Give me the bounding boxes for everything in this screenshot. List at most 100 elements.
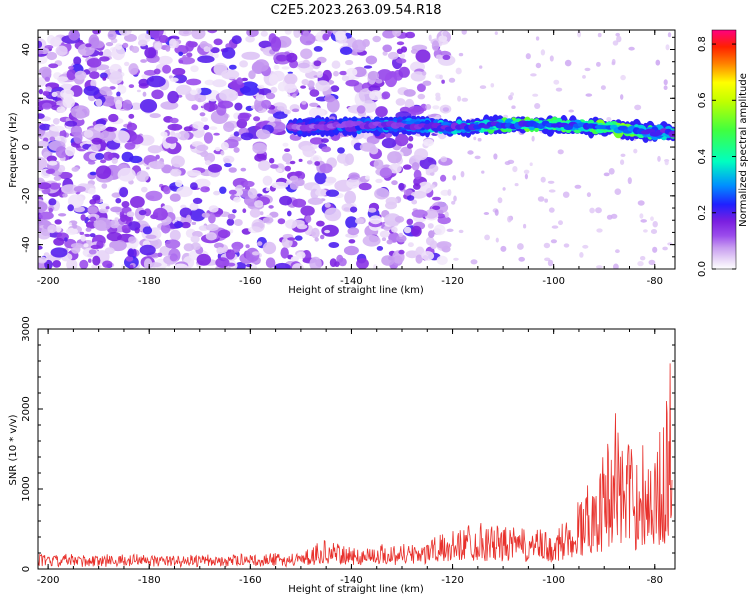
heatmap-noise-blob — [165, 46, 171, 52]
heatmap-noise-blob — [359, 142, 376, 152]
heatmap-noise-blob — [663, 79, 668, 86]
heatmap-noise-blob — [407, 242, 414, 248]
heatmap-noise-blob — [417, 181, 433, 194]
heatmap-noise-blob — [633, 148, 638, 154]
heatmap-noise-blob — [494, 31, 498, 35]
heatmap-noise-blob — [268, 205, 274, 209]
heatmap-noise-blob — [212, 79, 227, 88]
heatmap-noise-blob — [38, 211, 54, 220]
heatmap-noise-blob — [109, 239, 127, 252]
heatmap-noise-blob — [38, 182, 52, 190]
heatmap-noise-blob — [95, 152, 104, 160]
heatmap-noise-blob — [406, 218, 414, 225]
heatmap-noise-blob — [64, 120, 78, 127]
x-tick-label: -80 — [647, 575, 663, 586]
heatmap-noise-blob — [285, 52, 298, 63]
heatmap-noise-blob — [203, 102, 218, 112]
heatmap-noise-blob — [650, 229, 658, 234]
heatmap-noise-blob — [268, 74, 279, 86]
heatmap-noise-blob — [277, 218, 286, 225]
heatmap-noise-blob — [467, 150, 474, 155]
heatmap-noise-blob — [322, 69, 332, 81]
y-axis-label-bottom: SNR (10 * v/v) — [8, 414, 19, 485]
heatmap-noise-blob — [42, 92, 50, 96]
heatmap-noise-blob — [637, 261, 644, 267]
heatmap-noise-blob — [507, 215, 512, 223]
heatmap-noise-blob — [600, 85, 606, 90]
heatmap-noise-blob — [66, 69, 77, 81]
heatmap-noise-blob — [38, 50, 44, 55]
heatmap-noise-blob — [60, 88, 75, 99]
heatmap-noise-blob — [376, 246, 384, 251]
heatmap-noise-blob — [367, 70, 379, 81]
spectrogram-panel: -200 -180 -160 -140 -120 -100 -80 -40-2002040 … — [8, 29, 676, 296]
heatmap-noise-blob — [232, 209, 237, 214]
heatmap-noise-blob — [345, 59, 354, 66]
heatmap-noise-blob — [270, 86, 278, 93]
heatmap-noise-blob — [269, 164, 279, 169]
heatmap-noise-blob — [200, 117, 208, 122]
x-tick-label: -140 — [340, 276, 363, 287]
heatmap-noise-blob — [189, 202, 199, 211]
heatmap-noise-blob — [117, 84, 124, 89]
heatmap-noise-blob — [157, 252, 163, 257]
y-tick-label: 2000 — [21, 396, 32, 421]
heatmap-noise-blob — [543, 242, 551, 249]
colorbar-tick-label: 0.6 — [697, 92, 708, 108]
heatmap-noise-blob — [286, 179, 291, 185]
heatmap-noise-blob — [451, 200, 456, 205]
heatmap-noise-blob — [209, 126, 218, 131]
heatmap-noise-blob — [316, 220, 325, 227]
heatmap-noise-blob — [232, 246, 241, 253]
heatmap-noise-blob — [455, 67, 462, 75]
heatmap-noise-blob — [346, 178, 360, 189]
heatmap-noise-blob — [103, 151, 114, 161]
heatmap-noise-blob — [665, 44, 670, 51]
spectrogram-frame — [37, 29, 676, 270]
heatmap-noise-blob — [396, 234, 407, 243]
heatmap-noise-blob — [213, 190, 221, 196]
heatmap-noise-blob — [101, 183, 108, 189]
heatmap-noise-blob — [100, 72, 108, 79]
heatmap-noise-blob — [340, 46, 353, 55]
heatmap-noise-blob — [433, 224, 446, 236]
heatmap-noise-blob — [403, 89, 416, 97]
heatmap-noise-blob — [392, 30, 402, 37]
heatmap-noise-blob — [319, 163, 333, 174]
heatmap-noise-blob — [55, 225, 62, 233]
heatmap-noise-blob — [442, 54, 451, 60]
x-tick-label: -200 — [37, 575, 60, 586]
heatmap-noise-blob — [256, 129, 271, 140]
heatmap-noise-blob — [74, 70, 87, 81]
heatmap-noise-blob — [229, 229, 234, 234]
heatmap-noise-blob — [494, 209, 499, 216]
heatmap-noise-blob — [440, 174, 447, 182]
heatmap-noise-blob — [109, 219, 120, 229]
heatmap-noise-blob — [315, 80, 331, 92]
heatmap-noise-blob — [128, 63, 139, 75]
heatmap-noise-blob — [185, 40, 194, 52]
heatmap-noise-blob — [351, 39, 367, 53]
heatmap-noise-blob — [98, 51, 104, 56]
heatmap-noise-blob — [119, 187, 129, 198]
heatmap-noise-blob — [620, 74, 626, 81]
heatmap-noise-blob — [239, 81, 260, 96]
heatmap-noise-blob — [535, 36, 540, 41]
heatmap-noise-blob — [363, 65, 373, 69]
heatmap-noise-blob — [289, 175, 299, 182]
heatmap-noise-blob — [615, 249, 620, 254]
heatmap-noise-blob — [387, 151, 402, 164]
heatmap-noise-blob — [547, 259, 554, 267]
heatmap-noise-blob — [215, 147, 221, 152]
heatmap-noise-blob — [524, 173, 529, 180]
heatmap-noise-blob — [234, 262, 247, 269]
heatmap-noise-blob — [301, 100, 307, 105]
heatmap-noise-blob — [438, 35, 448, 42]
heatmap-noise-blob — [213, 52, 219, 59]
heatmap-noise-blob — [421, 251, 435, 261]
heatmap-noise-blob — [52, 118, 60, 125]
heatmap-noise-blob — [330, 85, 340, 92]
heatmap-noise-blob — [203, 124, 210, 131]
heatmap-noise-blob — [381, 137, 397, 149]
heatmap-noise-blob — [411, 209, 428, 218]
